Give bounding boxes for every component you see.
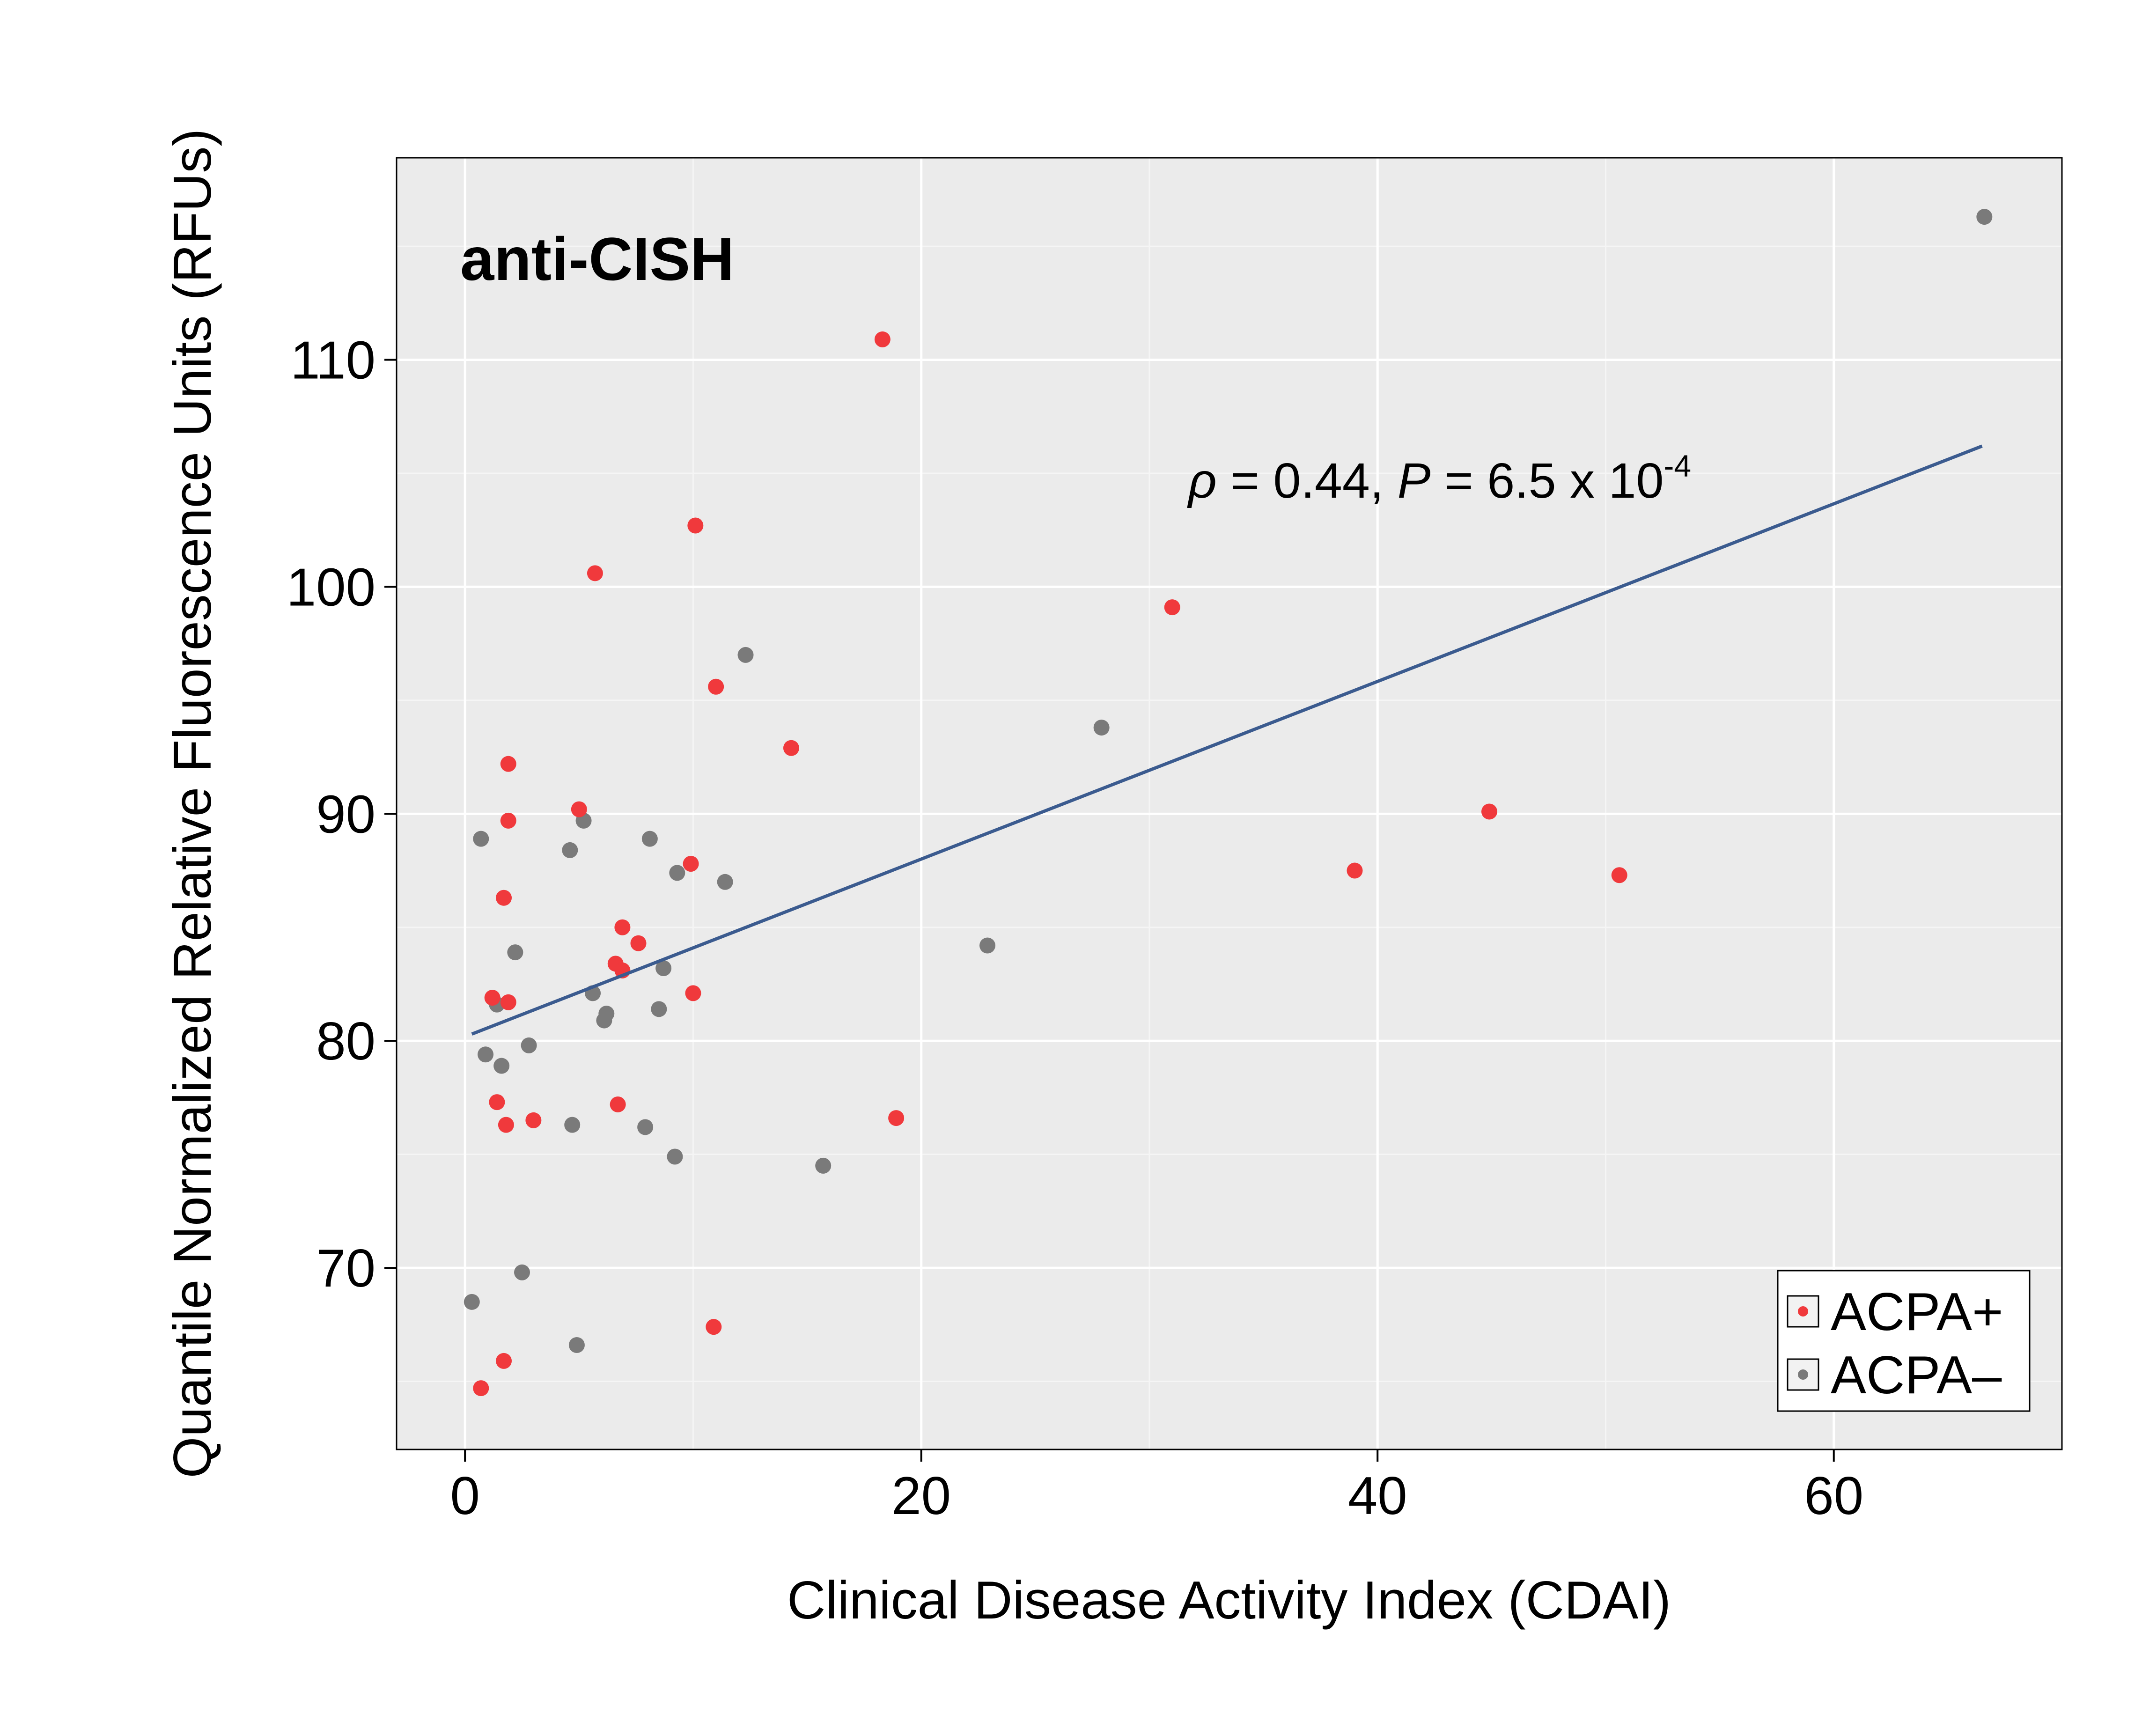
p-symbol: P — [1398, 453, 1431, 508]
rho-symbol: ρ — [1187, 453, 1217, 508]
acpa-negative-point — [493, 1058, 510, 1074]
y-tick-label: 80 — [316, 1012, 375, 1071]
plot-panel-border — [396, 157, 2063, 1450]
acpa-negative-point — [669, 865, 685, 881]
acpa-positive-point — [783, 740, 799, 756]
acpa-negative-point — [637, 1119, 654, 1135]
acpa-positive-point — [888, 1110, 905, 1126]
acpa-negative-point — [564, 1117, 581, 1133]
p-value: = 6.5 x 10 — [1430, 453, 1664, 508]
plot-panel — [397, 158, 2062, 1449]
x-axis-label: Clinical Disease Activity Index (CDAI) — [787, 1571, 1671, 1630]
acpa-negative-point — [815, 1157, 832, 1174]
x-tick-label: 40 — [1348, 1466, 1407, 1526]
y-tick-label: 100 — [287, 558, 375, 617]
acpa-negative-point — [979, 937, 996, 954]
acpa-positive-point — [1611, 867, 1627, 883]
x-axis-ticks: 0 20 40 60 — [450, 1449, 1863, 1526]
acpa-negative-point — [473, 831, 489, 847]
acpa-positive-point — [571, 801, 587, 817]
acpa-positive-point — [683, 855, 699, 872]
acpa-negative-point — [651, 1001, 667, 1017]
rho-value: = 0.44, — [1217, 453, 1398, 508]
acpa-negative-point — [521, 1037, 537, 1053]
x-tick-label: 20 — [891, 1466, 951, 1526]
acpa-positive-point — [874, 331, 891, 347]
acpa-positive-point — [473, 1380, 489, 1397]
legend-dot-acpa-positive — [1798, 1306, 1808, 1317]
acpa-positive-point — [500, 994, 516, 1010]
acpa-positive-point — [500, 756, 516, 772]
acpa-negative-point — [568, 1337, 585, 1353]
y-axis-label: Quantile Normalized Relative Fluorescenc… — [163, 129, 222, 1479]
acpa-negative-point — [514, 1264, 530, 1280]
acpa-positive-point — [1164, 599, 1180, 616]
acpa-positive-point — [687, 517, 704, 534]
acpa-negative-point — [478, 1046, 494, 1063]
legend: ACPA+ ACPA– — [1777, 1270, 2031, 1412]
acpa-negative-point — [655, 960, 672, 977]
acpa-positive-point — [610, 1096, 626, 1112]
acpa-positive-point — [630, 935, 647, 951]
acpa-negative-point — [1093, 720, 1110, 736]
y-tick-label: 110 — [290, 331, 375, 390]
acpa-positive-point — [484, 990, 501, 1006]
p-exponent: -4 — [1664, 449, 1691, 483]
acpa-positive-point — [500, 812, 516, 829]
acpa-positive-point — [706, 1319, 722, 1335]
x-tick-label: 0 — [450, 1466, 479, 1526]
acpa-positive-point — [685, 985, 701, 1001]
legend-dot-acpa-negative — [1798, 1369, 1808, 1380]
regression-line — [471, 444, 1983, 1036]
acpa-negative-point — [641, 831, 658, 847]
major-gridlines — [397, 158, 2062, 1449]
acpa-positive-point — [1347, 862, 1363, 879]
acpa-negative-point — [464, 1294, 480, 1310]
acpa-positive-point — [708, 678, 724, 695]
acpa-positive-point — [587, 565, 603, 581]
y-tick-label: 90 — [316, 785, 375, 844]
acpa-negative-point — [667, 1148, 683, 1165]
acpa-positive-point — [1481, 803, 1497, 820]
acpa-positive-point — [498, 1117, 514, 1133]
acpa-negative-point — [507, 944, 523, 961]
y-tick-label: 70 — [316, 1239, 375, 1298]
acpa-positive-point — [614, 919, 631, 935]
acpa-negative-points — [464, 209, 1993, 1353]
y-axis-ticks: 70 80 90 100 110 — [287, 331, 397, 1298]
acpa-positive-points — [473, 331, 1627, 1397]
legend-box — [1777, 1270, 2031, 1412]
acpa-negative-point — [596, 1012, 612, 1029]
acpa-positive-point — [489, 1094, 505, 1111]
chart-title: anti-CISH — [460, 225, 734, 293]
acpa-positive-point — [525, 1112, 542, 1128]
legend-label-acpa-positive: ACPA+ — [1831, 1282, 2003, 1342]
acpa-negative-point — [717, 874, 733, 890]
acpa-negative-point — [562, 842, 578, 858]
acpa-negative-point — [737, 647, 754, 663]
x-tick-label: 60 — [1804, 1466, 1863, 1526]
legend-label-acpa-negative: ACPA– — [1831, 1346, 2002, 1405]
acpa-positive-point — [496, 1353, 512, 1369]
acpa-positive-point — [496, 890, 512, 906]
acpa-negative-point — [1976, 209, 1993, 225]
correlation-annotation: ρ = 0.44, P = 6.5 x 10-4 — [1187, 449, 1691, 508]
